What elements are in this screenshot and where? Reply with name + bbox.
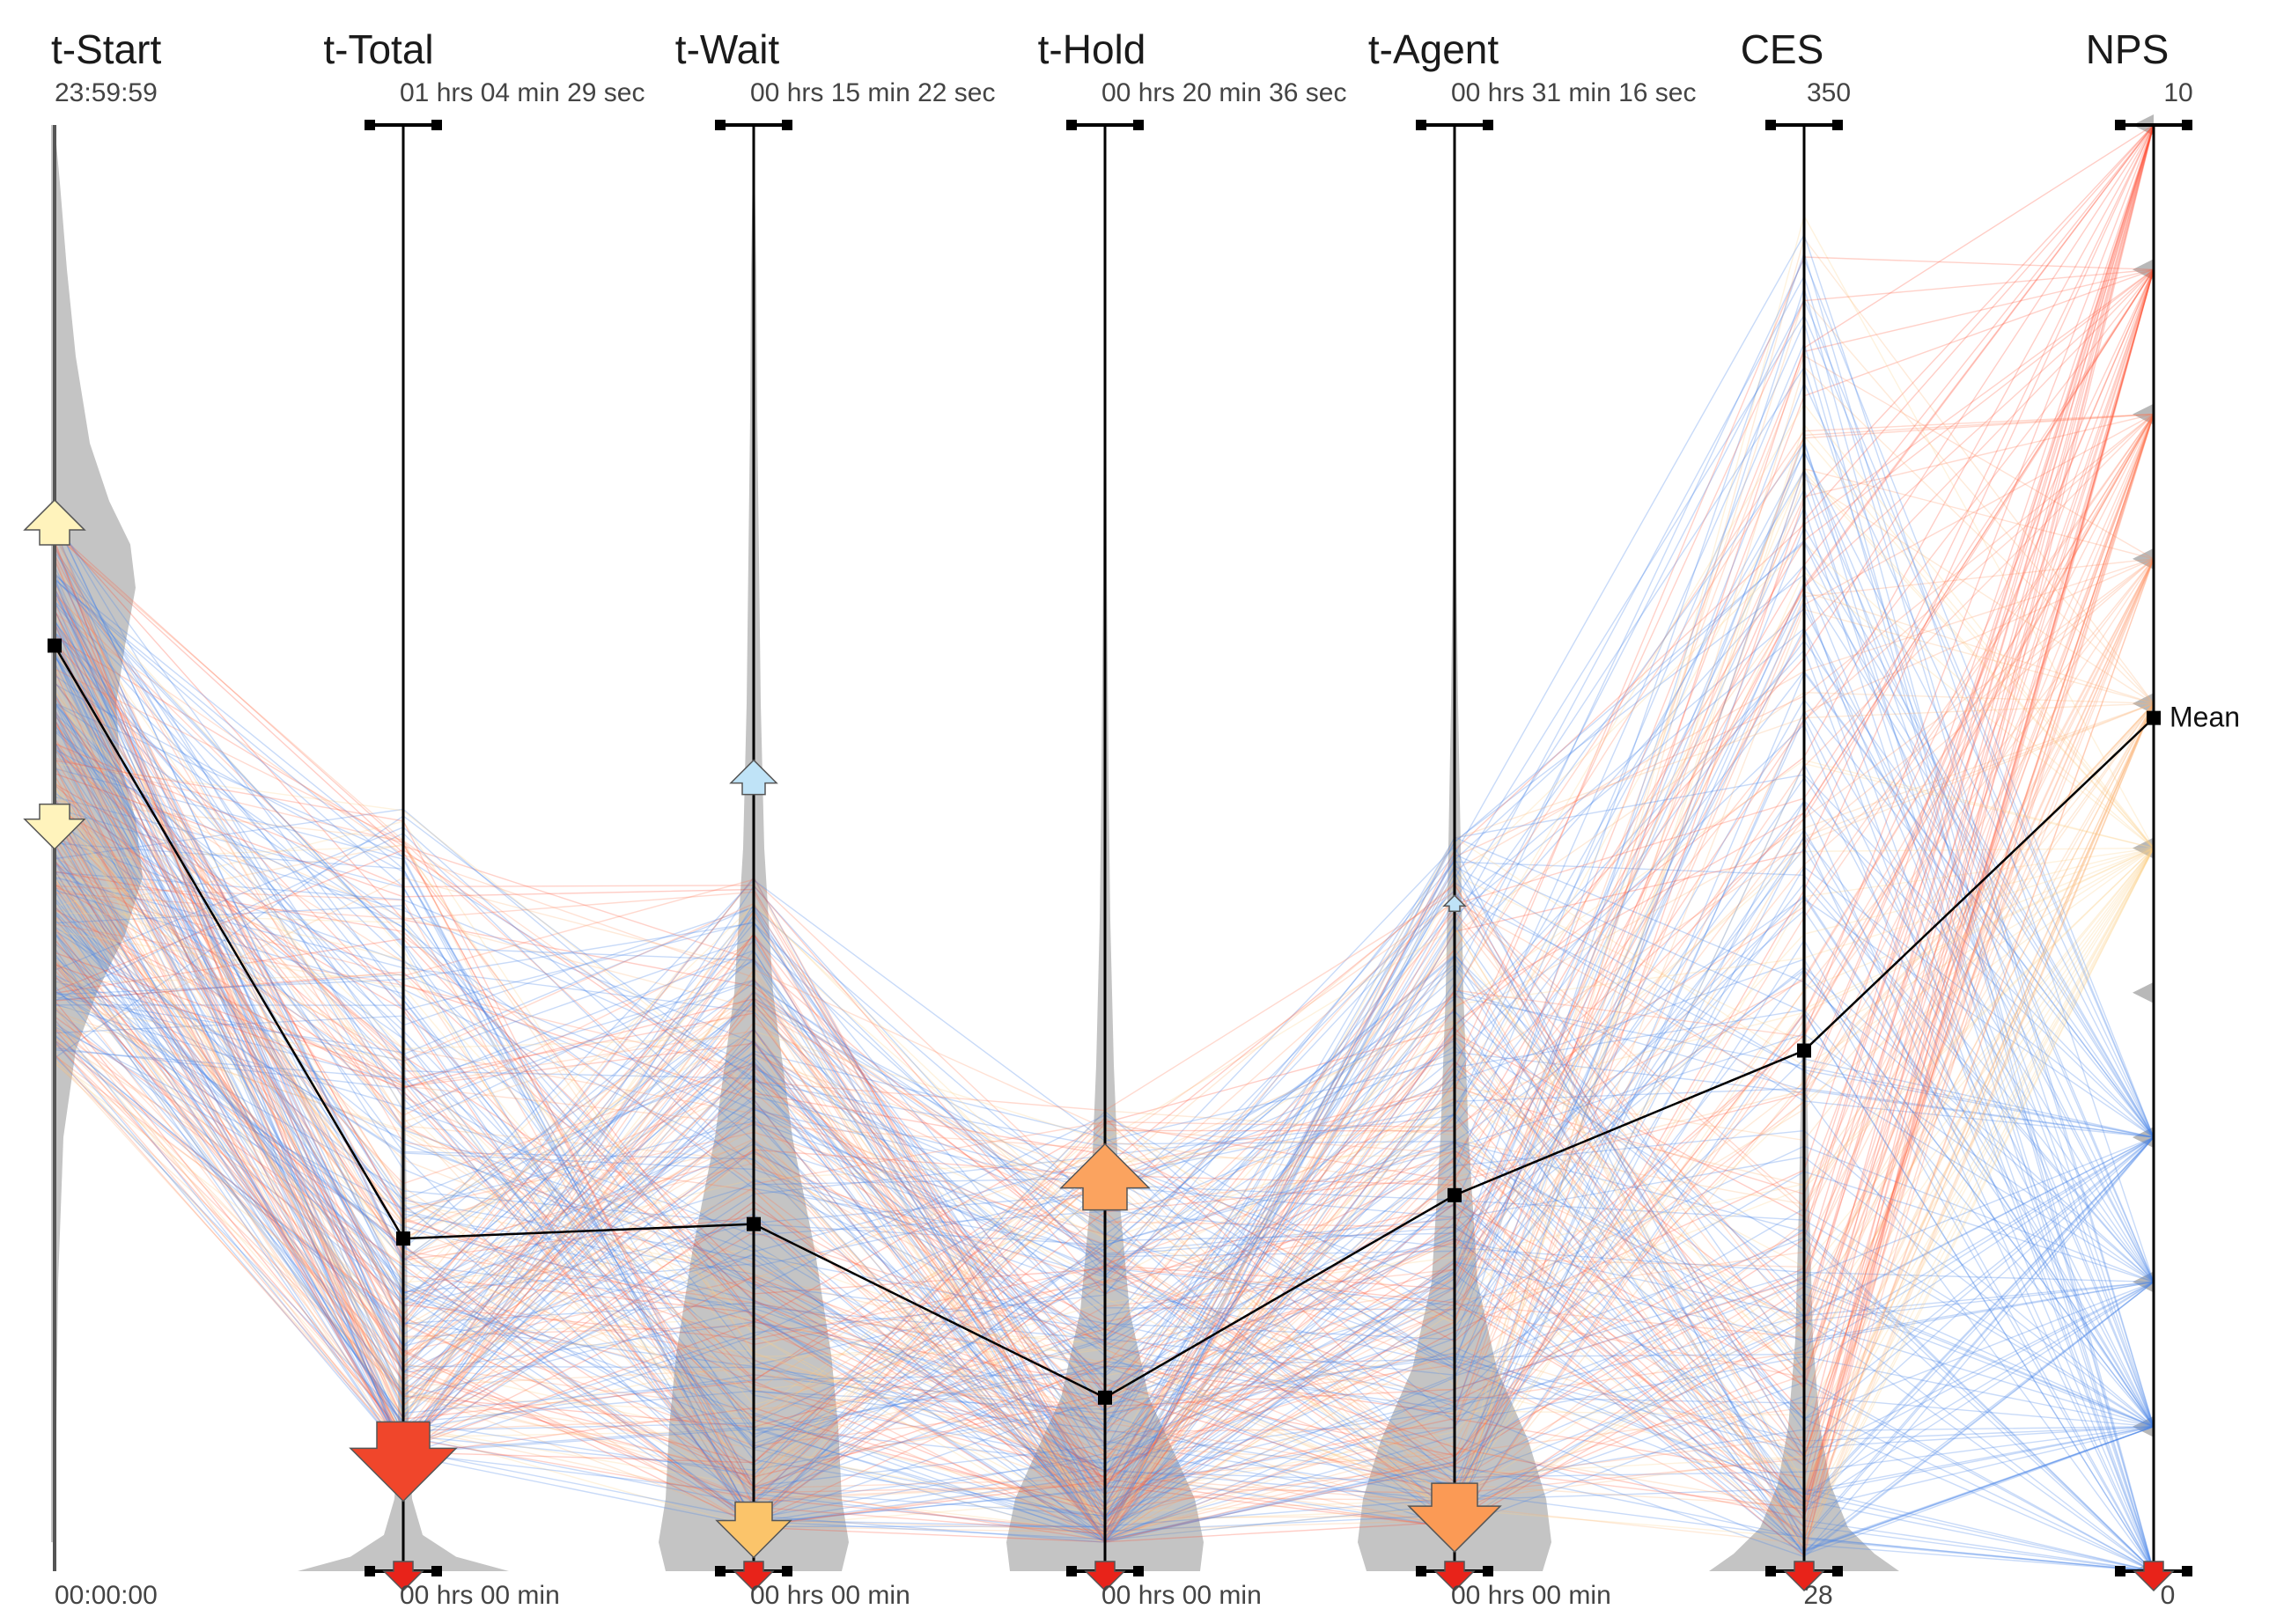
brush-arrow	[1407, 1482, 1502, 1554]
t-agent-handle-cap	[1416, 1566, 1426, 1576]
nps-handle-cap	[2115, 120, 2125, 130]
brush-arrow	[349, 1421, 458, 1503]
brush-arrow	[1783, 1561, 1825, 1592]
brush-arrow	[382, 1561, 424, 1592]
mean-point	[2147, 710, 2161, 725]
t-hold-handle-cap	[1133, 120, 1144, 130]
brush-arrow	[1442, 894, 1467, 912]
brush-arrows-layer	[23, 498, 2175, 1592]
t-agent-handle-cap	[1483, 1566, 1493, 1576]
t-total-max-label: 01 hrs 04 min 29 sec	[400, 78, 645, 107]
ces-handle-cap	[1832, 1566, 1843, 1576]
nps-max-label: 10	[2163, 78, 2192, 107]
nps-min-label: 0	[2161, 1581, 2176, 1610]
t-total-handle-cap	[365, 1566, 375, 1576]
ces-title: CES	[1741, 26, 1824, 72]
ces-max-label: 350	[1807, 78, 1851, 107]
t-total-handle-cap	[431, 120, 442, 130]
t-hold-handle-cap	[1066, 1566, 1077, 1576]
t-hold-handle-cap	[1133, 1566, 1144, 1576]
brush-arrow	[715, 1501, 792, 1559]
t-start-density	[51, 125, 143, 1543]
mean-point	[1448, 1187, 1462, 1202]
brush-arrow	[733, 1561, 775, 1592]
nps-handle-cap	[2115, 1566, 2125, 1576]
brush-arrow	[23, 498, 86, 546]
nps-level-marker	[2133, 1415, 2154, 1437]
nps-level-marker	[2133, 547, 2154, 570]
t-hold-min-label: 00 hrs 00 min	[1101, 1581, 1262, 1610]
ces-handle-cap	[1832, 120, 1843, 130]
t-hold-max-label: 00 hrs 20 min 36 sec	[1101, 78, 1346, 107]
t-hold-title: t-Hold	[1038, 26, 1146, 72]
t-wait-handle-cap	[782, 1566, 792, 1576]
nps-level-marker	[2133, 1271, 2154, 1293]
t-wait-handle-cap	[715, 1566, 726, 1576]
nps-handle-cap	[2182, 120, 2192, 130]
t-agent-max-label: 00 hrs 31 min 16 sec	[1451, 78, 1696, 107]
nps-handle-cap	[2182, 1566, 2192, 1576]
ces-handle-cap	[1765, 120, 1776, 130]
brush-arrow	[23, 803, 86, 850]
nps-level-marker	[2133, 693, 2154, 715]
mean-point	[1098, 1390, 1112, 1405]
brush-arrow	[1084, 1561, 1126, 1592]
t-start-min-label: 00:00:00	[55, 1581, 158, 1610]
nps-level-marker	[2133, 1127, 2154, 1149]
t-hold-handle-cap	[1066, 120, 1077, 130]
t-wait-handle-cap	[782, 120, 792, 130]
t-total-handle-cap	[365, 120, 375, 130]
t-agent-handle-cap	[1483, 120, 1493, 130]
t-total-title: t-Total	[323, 26, 433, 72]
mean-point	[48, 638, 62, 653]
t-wait-min-label: 00 hrs 00 min	[750, 1581, 910, 1610]
mean-label: Mean	[2170, 702, 2240, 733]
ces-handle-cap	[1765, 1566, 1776, 1576]
t-wait-max-label: 00 hrs 15 min 22 sec	[750, 78, 995, 107]
t-start-title: t-Start	[51, 26, 161, 72]
mean-point	[747, 1216, 761, 1231]
mean-layer: Mean	[48, 638, 2240, 1405]
nps-level-marker	[2133, 403, 2154, 425]
brush-arrow	[1433, 1561, 1476, 1592]
t-wait-title: t-Wait	[675, 26, 780, 72]
brush-arrow	[2133, 1561, 2175, 1592]
mean-point	[396, 1231, 410, 1246]
nps-level-marker	[2133, 981, 2154, 1003]
t-total-handle-cap	[431, 1566, 442, 1576]
ces-min-label: 28	[1803, 1581, 1832, 1610]
brush-arrow	[1059, 1143, 1151, 1211]
nps-title: NPS	[2086, 26, 2170, 72]
mean-point	[1797, 1043, 1811, 1058]
t-wait-handle-cap	[715, 120, 726, 130]
t-agent-min-label: 00 hrs 00 min	[1451, 1581, 1611, 1610]
axis-labels-layer: t-Start 23:59:59 00:00:00 t-Total 01 hrs 04 …	[51, 26, 2193, 1610]
t-start-max-label: 23:59:59	[55, 78, 158, 107]
brush-arrow	[729, 759, 778, 796]
nps-level-marker	[2133, 837, 2154, 859]
t-agent-title: t-Agent	[1368, 26, 1499, 72]
t-total-min-label: 00 hrs 00 min	[400, 1581, 560, 1610]
axes-layer	[53, 120, 2192, 1576]
t-agent-handle-cap	[1416, 120, 1426, 130]
nps-level-marker	[2133, 259, 2154, 281]
